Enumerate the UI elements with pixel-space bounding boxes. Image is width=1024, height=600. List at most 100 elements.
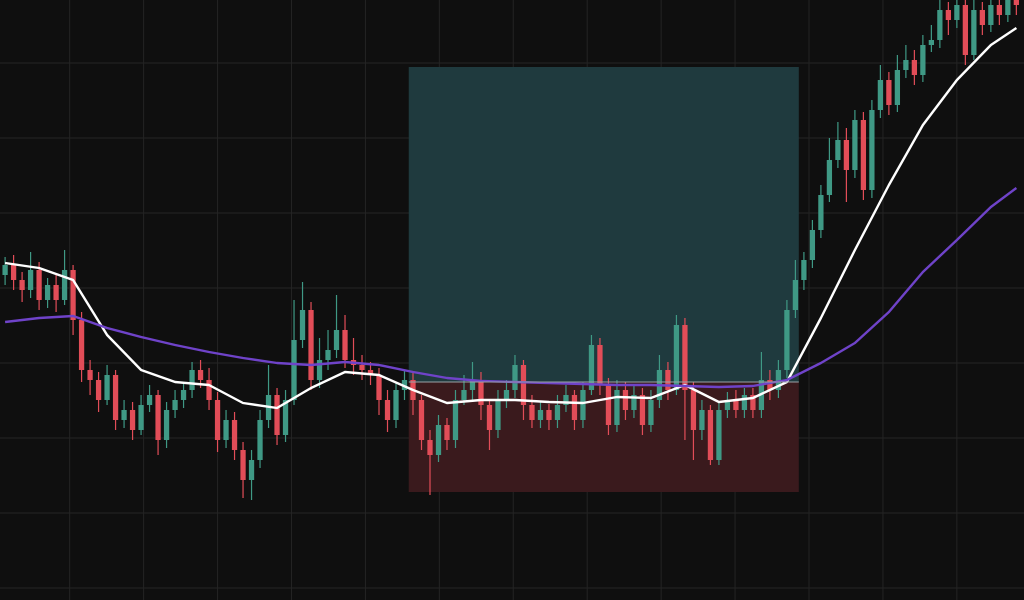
- candle-body: [512, 365, 518, 390]
- candle-body: [707, 410, 714, 460]
- candle-body: [945, 10, 952, 20]
- candle-body: [520, 365, 527, 405]
- candle-body: [1013, 0, 1019, 5]
- candle-body: [53, 285, 59, 300]
- candle-body: [911, 60, 918, 75]
- candle-body: [622, 390, 629, 410]
- candle-body: [767, 380, 773, 390]
- candle-body: [223, 420, 229, 440]
- candle-body: [750, 395, 756, 410]
- candle-body: [673, 325, 680, 390]
- candle-body: [257, 420, 263, 460]
- candle-body: [886, 80, 892, 105]
- candle-body: [333, 330, 340, 350]
- candle-body: [954, 5, 960, 20]
- candle-body: [716, 410, 722, 460]
- candle-body: [665, 370, 671, 390]
- candle-body: [19, 280, 25, 290]
- candle-body: [631, 395, 637, 410]
- candle-body: [605, 385, 612, 425]
- candle-body: [299, 310, 306, 340]
- candle-body: [724, 400, 731, 410]
- candle-body: [342, 330, 348, 360]
- candle-body: [580, 390, 586, 420]
- candle-body: [682, 325, 688, 390]
- candle-body: [274, 395, 280, 435]
- candle-body: [418, 400, 425, 440]
- candle-body: [78, 320, 85, 370]
- candle-body: [971, 10, 977, 55]
- candle-body: [469, 380, 476, 390]
- candle-body: [690, 390, 697, 430]
- candle-body: [962, 5, 968, 55]
- candle-body: [240, 450, 246, 480]
- candle-body: [104, 375, 110, 400]
- candle-body: [495, 400, 501, 430]
- candle-body: [316, 360, 323, 380]
- candle-body: [435, 425, 442, 455]
- candle-body: [155, 395, 161, 440]
- candle-body: [988, 5, 994, 25]
- candle-body: [478, 380, 484, 405]
- candle-body: [367, 370, 374, 375]
- candle-body: [129, 410, 136, 430]
- candle-body: [231, 420, 238, 450]
- candle-body: [877, 80, 884, 110]
- candle-body: [597, 345, 603, 385]
- candle-body: [282, 400, 289, 435]
- candle-body: [529, 405, 535, 420]
- candle-body: [869, 110, 875, 190]
- candle-body: [308, 310, 314, 380]
- candle-body: [818, 195, 824, 230]
- candle-body: [648, 400, 654, 425]
- candle-body: [95, 380, 102, 400]
- candle-body: [699, 410, 705, 430]
- candle-body: [920, 45, 926, 75]
- candle-body: [189, 370, 195, 390]
- candle-body: [639, 395, 646, 425]
- candle-body: [571, 395, 578, 420]
- candle-body: [138, 405, 144, 430]
- candle-body: [61, 270, 68, 300]
- candle-body: [197, 370, 204, 380]
- candle-body: [384, 400, 391, 420]
- candle-body: [291, 340, 297, 400]
- candle-body: [27, 270, 34, 290]
- candle-body: [503, 390, 510, 400]
- candle-body: [461, 390, 467, 400]
- candle-body: [486, 405, 493, 430]
- candle-body: [588, 345, 595, 390]
- candle-body: [903, 60, 909, 70]
- candle-body: [741, 395, 748, 410]
- candle-body: [121, 410, 127, 420]
- target-zone: [408, 67, 799, 382]
- candle-body: [146, 395, 153, 405]
- candle-body: [112, 375, 119, 420]
- candle-body: [979, 10, 985, 25]
- candle-body: [852, 120, 858, 170]
- candle-body: [563, 395, 569, 405]
- candle-body: [163, 410, 170, 440]
- candle-body: [444, 425, 450, 440]
- candle-body: [792, 280, 799, 310]
- candle-body: [996, 5, 1002, 15]
- candle-body: [775, 370, 782, 390]
- candle-body: [537, 410, 544, 420]
- candle-body: [809, 230, 816, 260]
- candle-body: [826, 160, 833, 195]
- candle-body: [44, 285, 51, 300]
- candle-body: [614, 390, 620, 425]
- candle-body: [248, 460, 255, 480]
- candle-body: [1005, 0, 1011, 15]
- candle-body: [206, 380, 212, 400]
- candle-body: [452, 400, 459, 440]
- candle-body: [784, 310, 790, 370]
- candle-body: [928, 40, 935, 45]
- candle-body: [835, 140, 841, 160]
- candle-body: [843, 140, 850, 170]
- candle-body: [393, 390, 399, 420]
- candle-body: [894, 70, 901, 105]
- candle-body: [36, 270, 42, 300]
- candle-body: [2, 265, 8, 275]
